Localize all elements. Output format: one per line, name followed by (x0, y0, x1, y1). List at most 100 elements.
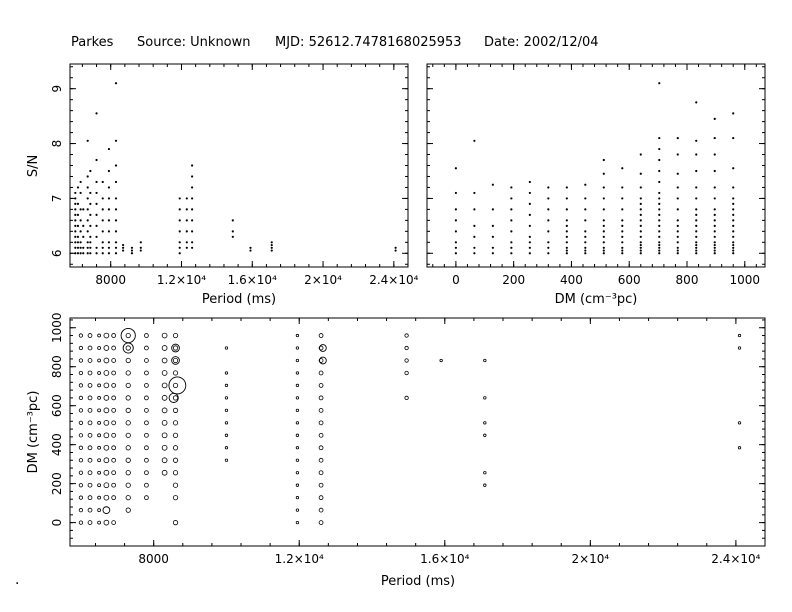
candidate-point (695, 235, 698, 238)
candidate-point (713, 169, 716, 173)
candidate-marker (111, 482, 117, 488)
candidate-point (107, 241, 111, 244)
candidate-point (695, 197, 698, 200)
candidate-marker (97, 358, 101, 363)
candidate-point (676, 252, 679, 255)
x-tick-label: 1000 (730, 273, 761, 287)
candidate-point (676, 186, 679, 189)
candidate-point (82, 208, 85, 211)
candidate-point (89, 224, 92, 227)
candidate-point (74, 191, 77, 195)
candidate-point (658, 82, 661, 85)
source-label: Source: Unknown (137, 35, 251, 50)
candidate-point (639, 252, 642, 255)
candidate-point (732, 230, 735, 233)
candidate-marker (78, 445, 84, 450)
candidate-point (658, 243, 661, 247)
candidate-marker (103, 345, 110, 351)
candidate-point (510, 219, 513, 222)
candidate-point (79, 252, 82, 255)
candidate-point (713, 241, 716, 244)
candidate-marker (318, 432, 324, 438)
candidate-point (270, 241, 273, 244)
candidate-marker (161, 469, 168, 476)
candidate-point (394, 249, 397, 252)
candidate-point (565, 197, 568, 200)
candidate-point (565, 235, 568, 238)
candidate-marker (318, 395, 324, 401)
candidate-point (95, 246, 98, 249)
candidate-point (107, 252, 111, 255)
candidate-point (732, 202, 735, 206)
candidate-point (732, 224, 735, 227)
candidate-marker (318, 445, 324, 451)
candidate-marker (87, 345, 93, 351)
candidate-marker (125, 345, 131, 351)
candidate-point (89, 213, 92, 216)
candidate-marker (125, 370, 131, 376)
p1-y-axis-title: S/N (26, 155, 41, 177)
candidate-marker (161, 357, 168, 364)
candidate-point (86, 252, 89, 255)
candidate-point (121, 243, 125, 247)
candidate-marker (111, 520, 117, 525)
candidate-point (621, 230, 624, 233)
candidate-point (639, 235, 642, 238)
x-tick-label: 400 (560, 273, 583, 287)
candidate-marker (295, 496, 300, 500)
candidate-point (101, 180, 104, 184)
candidate-point (547, 246, 550, 249)
candidate-point (101, 246, 104, 249)
candidate-point (270, 249, 273, 252)
candidate-point (130, 246, 134, 249)
candidate-point (473, 252, 476, 255)
candidate-marker (125, 445, 131, 451)
candidate-point (528, 202, 531, 206)
candidate-marker (97, 333, 101, 338)
candidate-marker (161, 432, 168, 439)
candidate-point (491, 235, 494, 238)
candidate-point (74, 208, 77, 211)
candidate-marker (97, 483, 101, 488)
candidate-point (82, 246, 85, 249)
candidate-point (74, 202, 77, 206)
candidate-marker (172, 520, 179, 526)
candidate-point (185, 219, 188, 222)
candidate-marker (111, 420, 117, 426)
y-tick-label: 8 (50, 140, 64, 148)
candidate-point (584, 197, 587, 200)
candidate-marker (111, 457, 117, 463)
candidate-point (510, 197, 513, 200)
candidate-point (95, 191, 98, 195)
candidate-marker (97, 470, 101, 475)
candidate-marker (737, 446, 742, 450)
y-tick-label: 1000 (50, 312, 64, 343)
candidate-marker (144, 345, 149, 351)
candidate-point (695, 153, 698, 156)
candidate-point (602, 249, 605, 252)
candidate-point (86, 241, 89, 244)
candidate-point (695, 241, 698, 244)
candidate-marker (97, 396, 101, 400)
candidate-marker (295, 421, 300, 425)
candidate-point (454, 167, 457, 170)
candidate-point (473, 224, 476, 227)
x-tick-label: 200 (502, 273, 525, 287)
candidate-point (602, 241, 605, 244)
candidate-marker (161, 407, 168, 414)
candidate-point (695, 219, 698, 222)
y-tick-label: 400 (50, 433, 64, 456)
candidate-point (658, 147, 661, 151)
candidate-point (114, 252, 118, 255)
x-tick-label: 2×10⁴ (571, 552, 609, 566)
candidate-point (74, 219, 77, 222)
candidate-point (658, 224, 661, 227)
candidate-marker (161, 370, 168, 376)
candidate-point (565, 241, 568, 244)
candidate-point (584, 208, 587, 211)
candidate-point (76, 241, 80, 244)
candidate-point (191, 241, 194, 244)
y-tick-label: 7 (50, 195, 64, 203)
candidate-point (713, 249, 716, 252)
